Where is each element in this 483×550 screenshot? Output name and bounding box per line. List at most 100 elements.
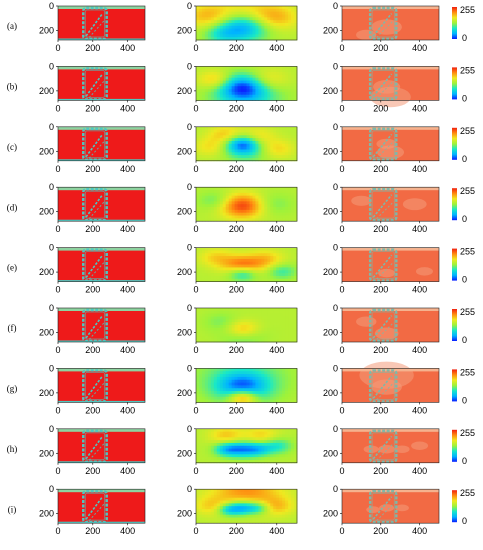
heat-cell [231, 431, 236, 435]
heat-cell [258, 23, 262, 27]
heat-cell [246, 155, 250, 159]
heat-cell [237, 132, 241, 136]
heat-cell [240, 454, 244, 458]
heat-cell [237, 431, 241, 435]
heat-cell [213, 218, 218, 222]
heat-cell [258, 264, 262, 268]
heat-cell [234, 448, 238, 452]
heat-cell [234, 391, 238, 395]
heat-cell [231, 454, 236, 458]
heat-cell [258, 207, 262, 211]
heat-cell [222, 135, 227, 139]
heat-cell [204, 399, 209, 403]
heat-cell [222, 247, 227, 251]
heat-cell [198, 192, 203, 197]
heat-cell [216, 385, 221, 389]
heat-cell [219, 28, 224, 32]
heat-cell [294, 514, 298, 518]
heat-cell [276, 187, 280, 191]
heat-cell [282, 195, 286, 199]
heat-cell [222, 250, 227, 254]
heat-cell [231, 23, 236, 27]
heat-cell [291, 69, 295, 73]
row-label: (a) [7, 21, 17, 31]
heat-cell [264, 247, 268, 251]
heat-cell [216, 129, 221, 133]
heat-cell [267, 66, 271, 70]
heat-cell [207, 506, 212, 510]
heat-cell [243, 157, 247, 162]
diagonal-crack [376, 261, 395, 280]
heat-cell [249, 23, 253, 27]
heat-cell [264, 382, 268, 386]
heat-cell [291, 129, 295, 133]
heat-cell [204, 31, 209, 35]
heat-cell [246, 319, 250, 323]
heat-cell [216, 66, 221, 70]
heat-cell [261, 155, 265, 159]
heat-cell [288, 327, 292, 332]
heat-cell [249, 143, 253, 148]
heat-cell [291, 371, 295, 375]
y-tick-label: 200 [177, 86, 192, 96]
heat-cell [240, 91, 244, 96]
heat-cell [285, 187, 289, 191]
heat-cell [267, 264, 271, 268]
heat-cell [279, 503, 283, 507]
heat-cell [210, 434, 215, 438]
heat-cell [261, 80, 265, 84]
heat-cell [240, 330, 244, 334]
colorbar-min-label: 0 [462, 395, 467, 405]
heat-cell [201, 451, 206, 455]
heat-cell [243, 66, 247, 70]
heat-cell [222, 143, 227, 148]
heat-cell [279, 37, 283, 41]
heat-cell [285, 77, 289, 81]
heat-cell [207, 319, 212, 323]
heat-cell [276, 132, 280, 136]
heat-cell [285, 500, 289, 504]
heat-cell [276, 374, 280, 378]
heat-cell [216, 275, 221, 280]
heat-cell [231, 17, 236, 21]
heat-cell [207, 437, 212, 441]
heat-cell [267, 149, 271, 153]
x-tick-label: 200 [373, 43, 388, 53]
heat-cell [237, 218, 241, 222]
heat-cell [273, 31, 277, 35]
heat-cell [201, 459, 206, 464]
heat-cell [279, 218, 283, 222]
heat-cell [273, 330, 277, 334]
heat-cell [285, 149, 289, 153]
heat-cell [234, 14, 238, 18]
heat-cell [219, 157, 224, 162]
heat-cell [291, 209, 295, 214]
heat-cell [294, 69, 298, 73]
heat-cell [225, 207, 230, 211]
heat-cell [291, 267, 295, 271]
heat-cell [198, 308, 203, 312]
x-tick-label: 200 [373, 224, 388, 234]
heat-cell [249, 31, 253, 35]
heat-cell [240, 138, 244, 142]
heat-cell [279, 500, 283, 504]
heat-cell [252, 72, 256, 76]
heat-cell [267, 74, 271, 79]
heat-cell [264, 34, 268, 38]
heat-cell [201, 34, 206, 38]
heat-cell [252, 273, 256, 277]
heat-cell [270, 388, 274, 392]
heat-cell [243, 69, 247, 73]
heat-cell [219, 445, 224, 450]
heat-cell [279, 126, 283, 131]
heat-cell [279, 382, 283, 386]
heat-cell [258, 247, 262, 251]
heat-cell [225, 445, 230, 450]
heat-cell [270, 190, 274, 194]
x-tick-label: 0 [339, 526, 344, 536]
heat-cell [285, 327, 289, 332]
colorbar [452, 248, 457, 281]
heat-cell [216, 391, 221, 395]
heat-cell [240, 152, 244, 156]
